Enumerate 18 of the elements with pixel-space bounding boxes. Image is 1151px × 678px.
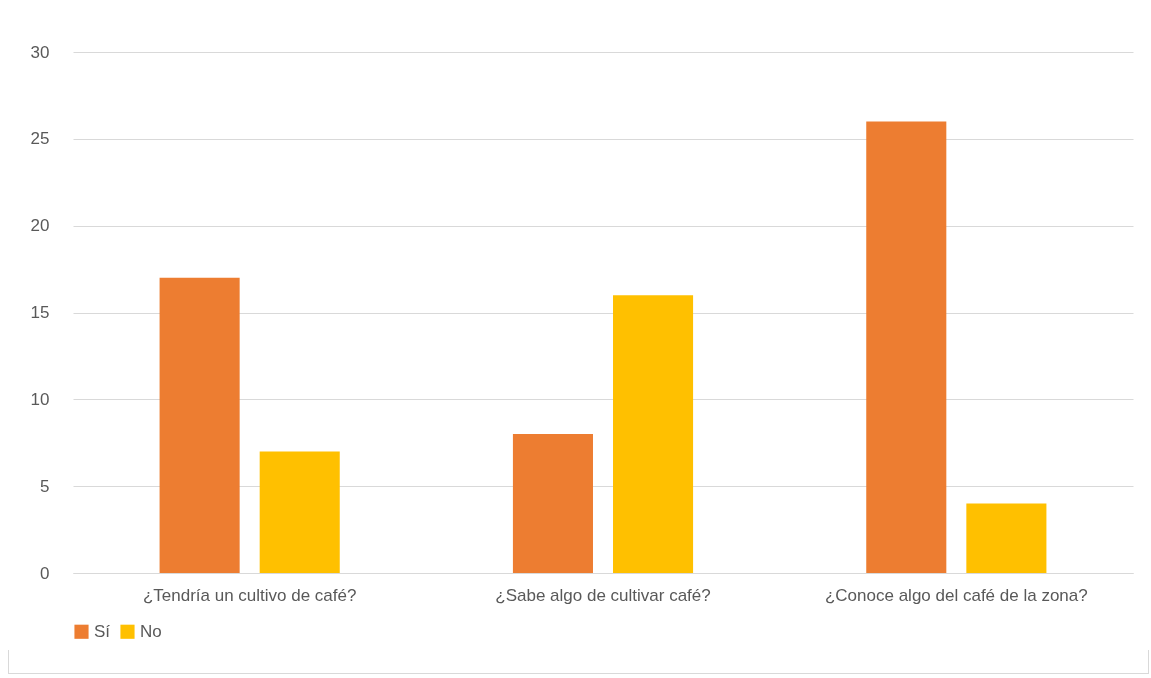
- bar: [966, 503, 1047, 573]
- bar: [866, 121, 947, 573]
- x-tick-label: ¿Conoce algo del café de la zona?: [824, 585, 1088, 605]
- legend-label: Sí: [94, 621, 111, 641]
- y-tick-label: 20: [30, 216, 50, 236]
- y-tick-label: 0: [40, 563, 50, 583]
- y-tick-label: 25: [30, 129, 50, 149]
- bar: [613, 295, 694, 573]
- y-tick-label: 10: [30, 389, 50, 409]
- bar: [159, 277, 240, 573]
- y-tick-label: 15: [30, 303, 50, 322]
- bar: [512, 434, 593, 573]
- x-tick-label: ¿Tendría un cultivo de café?: [142, 585, 357, 605]
- bar: [259, 451, 340, 573]
- x-tick-label: ¿Sabe algo de cultivar café?: [495, 585, 711, 605]
- legend-label: No: [140, 621, 162, 641]
- y-tick-label: 5: [40, 476, 50, 496]
- y-tick-label: 30: [30, 42, 50, 62]
